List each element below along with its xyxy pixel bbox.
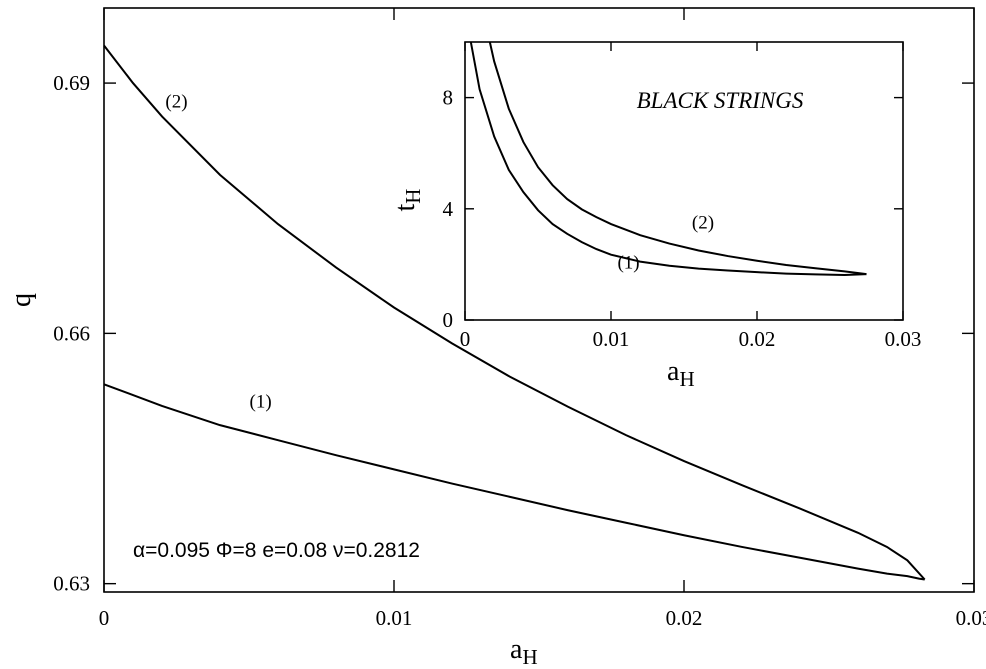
main-x-tick-label: 0 [99,606,110,630]
inset-x-axis-label: aH [667,356,695,391]
main-x-tick-label: 0.03 [956,606,986,630]
main-curve-label-1: (1) [250,392,272,413]
main-x-tick-label: 0.01 [376,606,413,630]
main-axis-ticks [103,8,975,592]
main-y-axis-label: q [6,293,37,307]
main-y-tick-label: 0.66 [53,321,90,345]
inset-title: BLACK STRINGS [637,88,804,113]
main-curve-label-2: (2) [165,91,187,112]
main-x-axis-label: aH [510,634,538,669]
inset-y-axis-label: tH [390,189,425,212]
main-tick-labels: 0 0.01 0.02 0.03 0.63 0.66 0.69 [53,71,986,630]
inset-x-tick-label: 0.01 [593,327,630,351]
inset-curves [469,41,867,276]
main-curve-2 [103,44,926,581]
main-x-tick-label: 0.02 [666,606,703,630]
main-y-tick-label: 0.69 [53,71,90,95]
inset-y-tick-label: 8 [443,86,454,110]
inset-x-axis-label-sub: H [679,367,694,391]
inset-curve-labels: (1) (2) [617,212,714,273]
inset-plot-frame [464,41,904,321]
main-curves [103,44,926,581]
main-x-axis-label-sub: H [522,645,537,669]
main-curve-labels: (1) (2) [165,91,271,412]
inset-y-tick-label: 4 [443,197,454,221]
parameter-annotation: α=0.095 Φ=8 e=0.08 ν=0.2812 [133,539,420,562]
main-curve-1 [103,383,925,581]
inset-curve-2 [488,41,867,276]
main-plot-frame [103,7,975,593]
inset-y-axis-label-sub: H [401,189,425,204]
inset-y-tick-label: 0 [443,308,454,332]
main-y-tick-label: 0.63 [53,572,90,596]
inset-axis-ticks [464,42,904,321]
main-x-axis-label-main: a [510,634,523,665]
inset-background [465,42,903,320]
inset-curve-1 [469,41,867,276]
inset-x-axis-label-main: a [667,356,680,387]
main-chart: 00.010.020.030.630.660.69 (1)(2) q aH α=… [6,7,986,669]
inset-x-tick-label: 0.02 [739,327,776,351]
inset-x-tick-label: 0 [460,327,471,351]
inset-tick-labels: 0 0.01 0.02 0.03 0 4 8 [443,86,922,351]
inset-y-axis-label-main: t [390,203,421,211]
inset-x-tick-label: 0.03 [885,327,922,351]
inset-curve-label-2: (2) [692,212,714,233]
inset-curve-label-1: (1) [617,253,639,274]
